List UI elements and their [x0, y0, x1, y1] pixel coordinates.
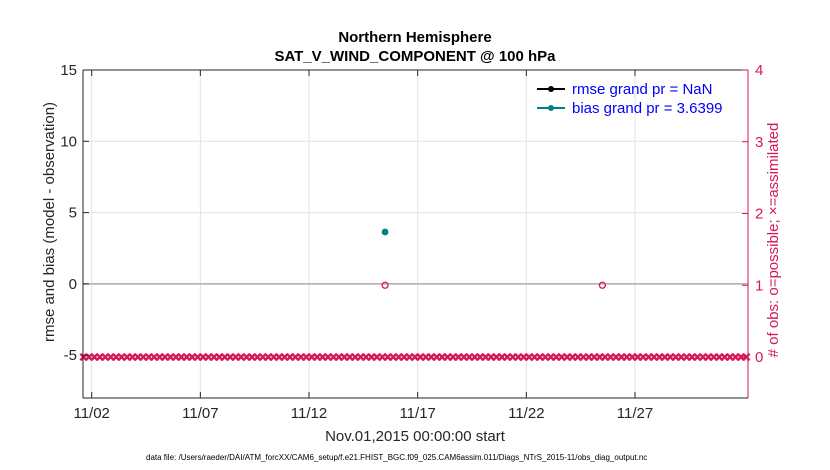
legend-marker-rmse	[548, 86, 554, 92]
y-tick-label-right: 2	[755, 206, 763, 223]
y-tick-label-left: -5	[64, 347, 77, 364]
y-tick-label-left: 0	[69, 276, 77, 293]
y-tick-label-left: 10	[60, 133, 77, 150]
y-tick-label-right: 0	[755, 349, 763, 366]
x-tick-label: 11/17	[399, 405, 435, 422]
x-tick-label: 11/02	[73, 405, 109, 422]
y-tick-label-right: 3	[755, 134, 763, 151]
chart-subtitle: SAT_V_WIND_COMPONENT @ 100 hPa	[274, 48, 556, 65]
plot-area	[79, 228, 751, 362]
series-point	[381, 228, 389, 236]
y-tick-label-right: 4	[755, 62, 763, 79]
y-axis-label-left: rmse and bias (model - observation)	[41, 102, 58, 342]
x-tick-label: 11/07	[182, 405, 218, 422]
y-tick-label-right: 1	[755, 277, 763, 294]
tick-labels: 11/02 11/07 11/12 11/17 11/22 11/27 -5 0 5 10 15 0 1…	[60, 62, 763, 422]
obs-possible-marker	[381, 281, 389, 289]
data-file-footer: data file: /Users/raeder/DAI/ATM_forcXX/…	[146, 453, 647, 462]
grid	[83, 69, 748, 398]
x-tick-label: 11/27	[617, 405, 653, 422]
obs-possible-marker	[598, 281, 607, 289]
y-tick-label-left: 15	[60, 62, 77, 79]
legend-label-rmse: rmse grand pr = NaN	[572, 81, 712, 98]
x-axis-label: Nov.01,2015 00:00:00 start	[325, 428, 506, 445]
y-axis-label-right: # of obs: o=possible; ×=assimilated	[765, 123, 782, 358]
legend: rmse grand pr = NaN bias grand pr = 3.63…	[537, 81, 723, 117]
legend-label-bias: bias grand pr = 3.6399	[572, 100, 723, 117]
x-tick-label: 11/12	[291, 405, 327, 422]
axes	[82, 69, 749, 399]
x-tick-label: 11/22	[508, 405, 544, 422]
chart-title: Northern Hemisphere	[338, 29, 491, 46]
y-tick-label-left: 5	[69, 205, 77, 222]
legend-marker-bias	[548, 105, 554, 111]
